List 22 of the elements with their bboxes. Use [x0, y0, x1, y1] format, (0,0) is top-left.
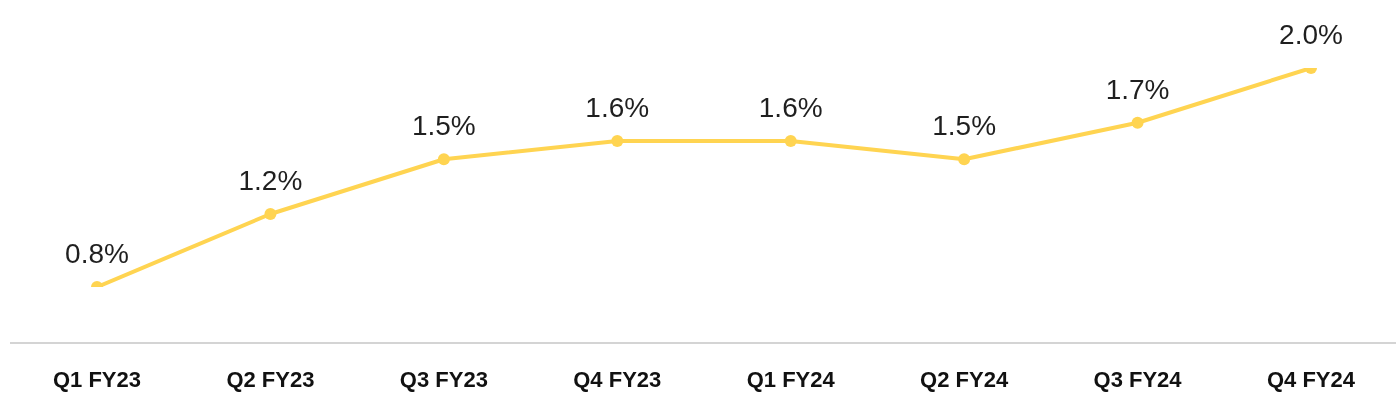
data-label: 1.7%: [1105, 73, 1170, 105]
data-label: 1.6%: [758, 92, 823, 123]
data-label: 1.2%: [238, 165, 303, 196]
x-tick-label: Q1 FY23: [52, 366, 142, 392]
x-tick-label: Q2 FY24: [920, 366, 1009, 392]
point: [1131, 116, 1144, 129]
data-label: 2.0%: [1279, 19, 1343, 50]
point: [611, 135, 624, 147]
point: [264, 208, 277, 220]
data-label: 1.5%: [932, 110, 997, 142]
point: [784, 135, 797, 147]
x-tick-label: Q4 FY23: [573, 366, 662, 392]
point: [958, 153, 971, 166]
data-label: 1.6%: [585, 92, 650, 123]
x-tick-label: Q1 FY24: [746, 366, 836, 392]
x-tick-label: Q3 FY23: [399, 366, 488, 392]
point: [437, 153, 450, 166]
data-label: 0.8%: [65, 238, 129, 269]
x-tick-label: Q2 FY23: [226, 366, 315, 392]
x-tick-label: Q4 FY24: [1266, 366, 1356, 392]
data-label: 1.5%: [411, 110, 476, 142]
x-tick-label: Q3 FY24: [1093, 366, 1183, 392]
